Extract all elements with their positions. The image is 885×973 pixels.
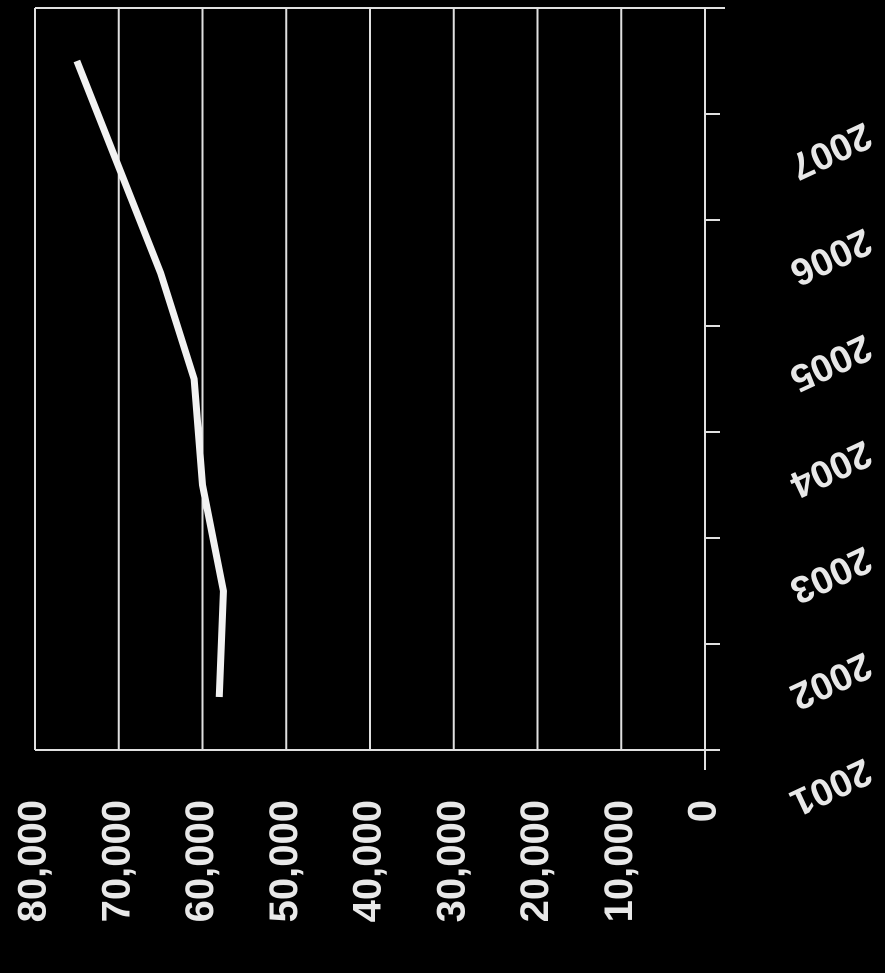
y-tick-label: 10,000 <box>597 800 641 922</box>
y-tick-label: 30,000 <box>429 800 473 922</box>
y-tick-label: 70,000 <box>94 800 138 922</box>
y-tick-label: 60,000 <box>178 800 222 922</box>
y-tick-label: 0 <box>681 800 725 822</box>
y-tick-label: 50,000 <box>262 800 306 922</box>
data-line <box>73 59 227 698</box>
y-tick-label: 20,000 <box>513 800 557 922</box>
y-tick-label: 40,000 <box>346 800 390 922</box>
y-tick-label: 80,000 <box>11 800 55 922</box>
